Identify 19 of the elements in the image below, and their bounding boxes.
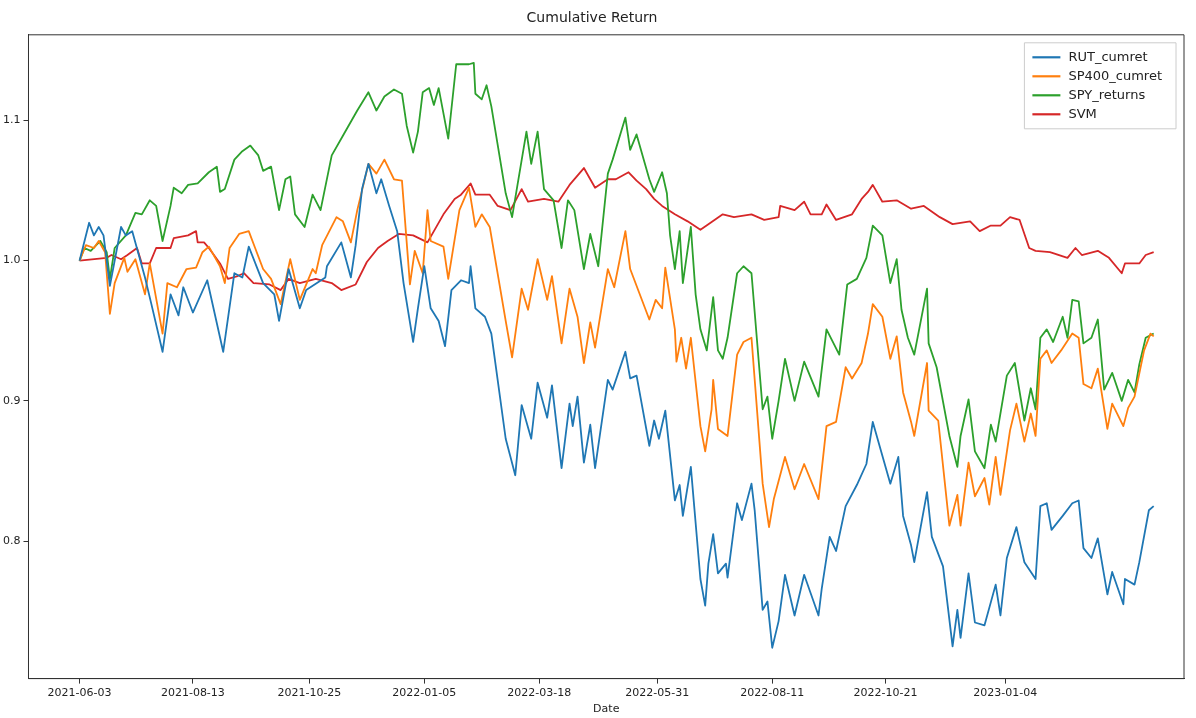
x-tick-label: 2022-10-21 xyxy=(853,686,918,700)
legend-label: RUT_cumret xyxy=(1068,48,1148,64)
legend-label: SPY_returns xyxy=(1068,86,1146,102)
y-tick-label: 1.1 xyxy=(2,113,21,127)
y-tick-label: 0.8 xyxy=(2,534,21,547)
legend-label: SP400_cumret xyxy=(1068,67,1162,83)
x-tick-label: 2022-01-05 xyxy=(392,686,457,700)
x-tick-label: 2022-05-31 xyxy=(625,686,690,700)
x-tick-label: 2022-08-11 xyxy=(740,686,805,700)
x-tick-label: 2021-10-25 xyxy=(277,686,342,700)
x-tick-label: 2022-03-18 xyxy=(507,686,572,700)
y-tick-label: 1.0 xyxy=(2,253,21,267)
legend-label: SVM xyxy=(1068,105,1097,121)
x-tick-label: 2023-01-04 xyxy=(973,686,1038,700)
y-tick-label: 0.9 xyxy=(2,393,21,407)
x-tick-label: 2021-06-03 xyxy=(47,686,112,700)
x-axis-title: Date xyxy=(593,702,620,716)
x-tick-label: 2021-08-13 xyxy=(160,686,225,700)
chart-title: Cumulative Return xyxy=(526,9,658,26)
